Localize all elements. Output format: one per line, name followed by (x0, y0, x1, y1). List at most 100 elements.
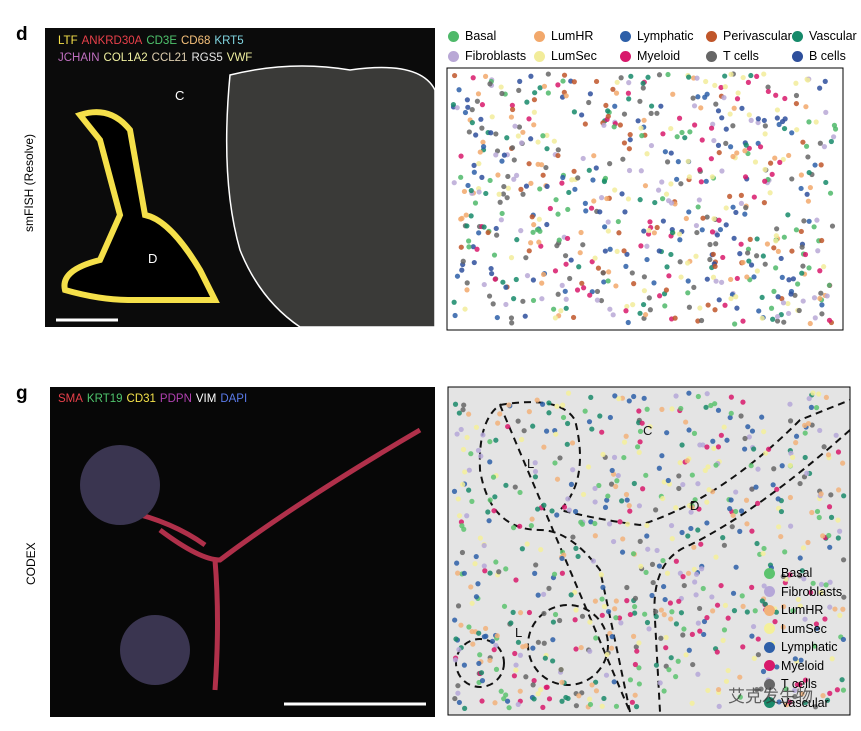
cell-dot (681, 582, 687, 589)
legend-entry: T cells (706, 49, 759, 63)
cell-dot (506, 402, 512, 408)
cell-dot (506, 705, 512, 711)
cell-dot (478, 116, 484, 122)
cell-dot (828, 492, 834, 498)
cell-dot (712, 263, 718, 270)
legend-swatch (764, 697, 775, 708)
cell-dot (644, 406, 650, 412)
cell-dot (476, 230, 482, 236)
cell-dot (798, 228, 804, 235)
cell-dot (660, 495, 666, 502)
cell-dot (798, 657, 804, 663)
cell-dot (540, 133, 546, 139)
cell-dot (559, 698, 565, 704)
cell-dot (793, 227, 800, 233)
cell-dot (489, 638, 496, 644)
cell-dot (539, 401, 546, 407)
cell-dot (685, 278, 691, 284)
cell-dot (640, 301, 647, 308)
cell-dot (466, 238, 472, 244)
legend-entry: Fibroblasts (448, 49, 526, 63)
cell-dot (479, 102, 486, 108)
cell-dot (715, 108, 722, 114)
cell-dot (462, 109, 469, 116)
cell-dot (840, 557, 847, 563)
cell-dot (518, 228, 524, 234)
cell-dot (806, 119, 812, 125)
cell-dot (810, 390, 816, 396)
cell-dot (458, 519, 465, 525)
cell-dot (630, 551, 637, 557)
cell-dot (723, 126, 729, 132)
cell-dot (787, 494, 794, 501)
cell-dot (515, 133, 521, 139)
cell-dot (807, 320, 813, 327)
cell-dot (672, 315, 678, 321)
cell-dot (797, 573, 803, 579)
cell-dot (610, 538, 617, 545)
cell-dot (585, 464, 592, 470)
cell-dot (528, 180, 534, 186)
cell-dot (455, 496, 461, 502)
cell-dot (703, 178, 709, 184)
legend-entry: LumHR (534, 29, 593, 43)
cell-dot (499, 90, 505, 97)
cell-dot (668, 655, 674, 661)
cell-dot (797, 555, 803, 561)
legend-label: Myeloid (781, 658, 825, 673)
legend-swatch (764, 623, 775, 634)
cell-dot (636, 408, 642, 414)
cell-dot (695, 481, 701, 487)
cell-dot (805, 154, 811, 160)
cell-dot (697, 628, 703, 634)
cell-dot (558, 308, 564, 314)
cell-dot (687, 129, 693, 135)
cell-dot (493, 152, 499, 158)
cell-dot (710, 121, 716, 127)
cell-dot (773, 92, 779, 98)
cell-dot (747, 236, 753, 242)
cell-dot (588, 519, 594, 525)
cell-dot (493, 131, 499, 137)
cell-dot (720, 637, 726, 643)
cell-dot (574, 287, 581, 293)
cell-dot (479, 698, 485, 704)
cell-dot (658, 103, 664, 109)
cell-dot (481, 634, 487, 640)
cell-dot (832, 606, 838, 612)
cell-dot (689, 631, 695, 637)
cell-dot (464, 223, 470, 229)
cell-dot (577, 250, 583, 256)
cell-dot (541, 591, 547, 597)
cell-dot (808, 404, 814, 410)
cell-dot (802, 454, 808, 461)
cell-dot (612, 103, 618, 109)
cell-dot (748, 117, 754, 123)
cell-dot (640, 85, 646, 91)
legend-label: Basal (781, 566, 813, 580)
cell-dot (721, 424, 727, 430)
cell-dot (756, 308, 762, 314)
cell-dot (776, 524, 782, 530)
cell-dot (573, 607, 579, 613)
cell-dot (689, 700, 695, 706)
cell-dot (520, 298, 526, 304)
cell-dot (601, 122, 607, 128)
cell-dot (673, 674, 679, 680)
cell-dot (774, 226, 780, 232)
cell-dot (500, 279, 506, 285)
legend-swatch (792, 30, 803, 42)
cell-dot (759, 414, 765, 420)
cell-dot (737, 528, 743, 534)
cell-dot (772, 155, 778, 161)
cell-dot (544, 132, 550, 138)
cell-dot (659, 453, 665, 459)
cell-dot (641, 395, 647, 401)
cell-dot (572, 589, 578, 595)
cell-dot (700, 215, 706, 221)
cell-dot (559, 555, 565, 562)
cell-dot (722, 302, 728, 308)
cell-dot (494, 633, 500, 639)
cell-dot (711, 137, 717, 144)
cell-dot (762, 123, 768, 129)
